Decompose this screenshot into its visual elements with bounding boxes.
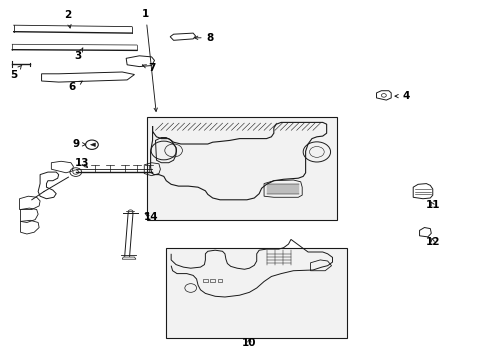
- Text: 14: 14: [144, 212, 159, 222]
- Text: 1: 1: [142, 9, 157, 112]
- Text: 11: 11: [425, 200, 439, 210]
- Text: 7: 7: [142, 63, 155, 73]
- Bar: [203, 279, 207, 282]
- Text: 8: 8: [194, 33, 213, 43]
- Bar: [210, 279, 215, 282]
- Text: 3: 3: [75, 48, 82, 61]
- Text: 12: 12: [425, 237, 439, 247]
- Text: 10: 10: [242, 338, 256, 348]
- Text: 13: 13: [75, 158, 89, 168]
- Text: 2: 2: [64, 10, 71, 28]
- Bar: [146, 117, 337, 220]
- Text: 4: 4: [394, 91, 409, 101]
- Bar: [166, 248, 346, 338]
- Text: 5: 5: [10, 65, 22, 80]
- Text: 6: 6: [69, 81, 82, 92]
- Polygon shape: [90, 143, 95, 147]
- Bar: [217, 279, 222, 282]
- Text: 9: 9: [72, 139, 85, 149]
